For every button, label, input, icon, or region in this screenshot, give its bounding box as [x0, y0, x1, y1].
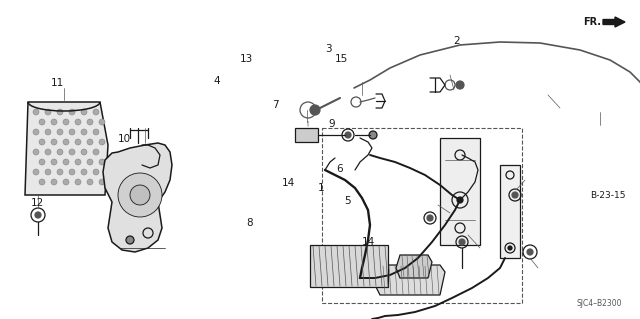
Circle shape [75, 179, 81, 185]
Text: 1: 1 [318, 183, 324, 193]
Circle shape [81, 109, 87, 115]
Bar [322, 128, 522, 303]
Circle shape [45, 149, 51, 155]
Circle shape [456, 81, 464, 89]
Polygon shape [103, 143, 172, 252]
Circle shape [93, 169, 99, 175]
Circle shape [345, 132, 351, 138]
Polygon shape [295, 128, 318, 142]
Text: 7: 7 [272, 100, 278, 110]
Circle shape [69, 169, 75, 175]
Circle shape [33, 129, 39, 135]
Circle shape [33, 169, 39, 175]
Circle shape [81, 129, 87, 135]
Text: 5: 5 [344, 196, 351, 206]
Circle shape [39, 139, 45, 145]
Circle shape [118, 173, 162, 217]
Circle shape [57, 109, 63, 115]
Text: B-23-15: B-23-15 [590, 190, 626, 199]
Text: 6: 6 [336, 164, 342, 174]
Polygon shape [25, 102, 108, 195]
Text: |: | [306, 121, 308, 127]
Circle shape [99, 159, 105, 165]
Circle shape [75, 159, 81, 165]
Text: 11: 11 [51, 78, 64, 88]
Circle shape [69, 129, 75, 135]
Polygon shape [396, 255, 432, 278]
Circle shape [310, 105, 320, 115]
Text: 14: 14 [362, 237, 374, 248]
Circle shape [57, 169, 63, 175]
Text: 13: 13 [240, 54, 253, 64]
Circle shape [45, 109, 51, 115]
Circle shape [369, 131, 377, 139]
Circle shape [51, 119, 57, 125]
Text: 10: 10 [118, 134, 131, 144]
Circle shape [130, 185, 150, 205]
Circle shape [57, 129, 63, 135]
Circle shape [51, 139, 57, 145]
Circle shape [87, 119, 93, 125]
Text: SJC4–B2300: SJC4–B2300 [577, 299, 622, 308]
Text: 12: 12 [31, 197, 44, 208]
Circle shape [126, 236, 134, 244]
Text: FR.: FR. [583, 17, 601, 27]
Circle shape [51, 179, 57, 185]
Circle shape [75, 139, 81, 145]
Circle shape [93, 109, 99, 115]
Circle shape [63, 159, 69, 165]
Circle shape [93, 129, 99, 135]
Circle shape [508, 246, 512, 250]
Polygon shape [375, 265, 445, 295]
Text: 3: 3 [325, 44, 332, 55]
Circle shape [63, 139, 69, 145]
Circle shape [99, 119, 105, 125]
Text: 14: 14 [282, 178, 294, 189]
Text: 9: 9 [328, 119, 335, 130]
Circle shape [93, 149, 99, 155]
Circle shape [51, 159, 57, 165]
FancyArrow shape [603, 17, 625, 27]
Text: 4: 4 [213, 76, 220, 86]
Circle shape [87, 159, 93, 165]
Circle shape [99, 179, 105, 185]
Circle shape [81, 169, 87, 175]
Circle shape [35, 212, 41, 218]
Circle shape [63, 179, 69, 185]
Circle shape [39, 159, 45, 165]
Polygon shape [440, 138, 480, 245]
Circle shape [427, 215, 433, 221]
Circle shape [87, 139, 93, 145]
Circle shape [33, 109, 39, 115]
Circle shape [45, 129, 51, 135]
Circle shape [75, 119, 81, 125]
Circle shape [527, 249, 533, 255]
Text: 8: 8 [246, 218, 253, 228]
Circle shape [512, 192, 518, 198]
Circle shape [33, 149, 39, 155]
Circle shape [99, 139, 105, 145]
Text: 2: 2 [454, 36, 460, 47]
Circle shape [69, 109, 75, 115]
Circle shape [39, 119, 45, 125]
Circle shape [57, 149, 63, 155]
Circle shape [39, 179, 45, 185]
Circle shape [63, 119, 69, 125]
Circle shape [457, 197, 463, 203]
Circle shape [459, 239, 465, 245]
Polygon shape [500, 165, 520, 258]
Polygon shape [310, 245, 388, 287]
Circle shape [81, 149, 87, 155]
Circle shape [69, 149, 75, 155]
Text: 15: 15 [335, 54, 348, 64]
Circle shape [87, 179, 93, 185]
Circle shape [45, 169, 51, 175]
